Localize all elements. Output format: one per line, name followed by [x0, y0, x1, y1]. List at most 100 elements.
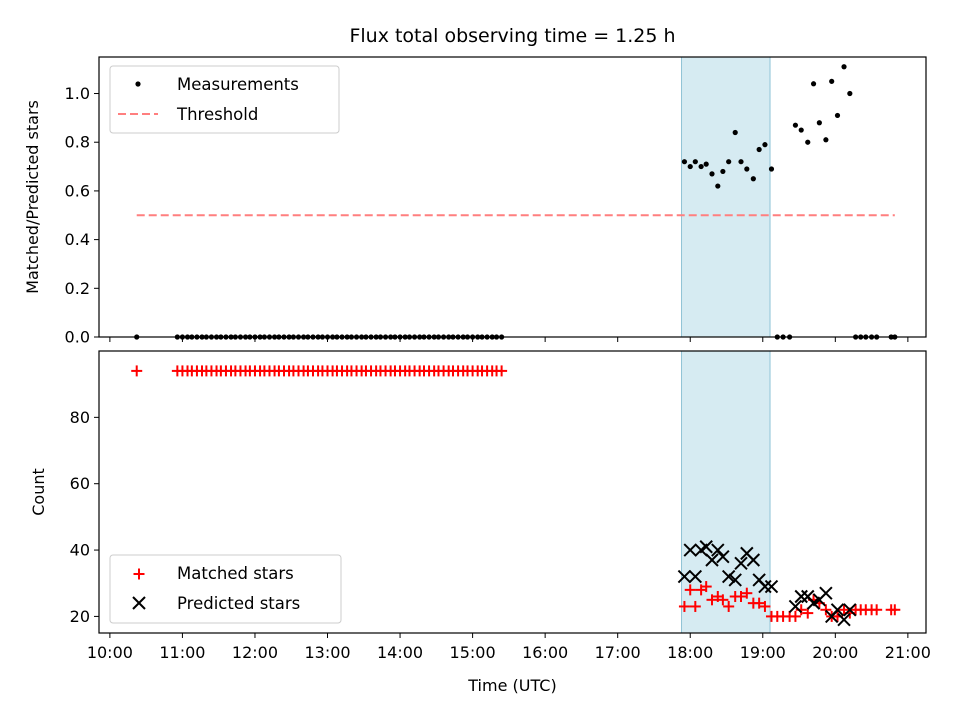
- matched-star-point: [689, 600, 701, 612]
- measurement-point: [816, 120, 822, 126]
- predicted-star-point: [837, 613, 851, 627]
- top-y-tick-label: 0.2: [65, 279, 90, 298]
- top-axes-frame: [98, 56, 927, 338]
- predicted-star-point: [764, 579, 779, 594]
- measurement-point: [834, 112, 841, 119]
- predicted-star-point: [683, 543, 697, 557]
- x-tick-label: 18:00: [667, 643, 713, 662]
- top-y-tick-label: 0.4: [65, 230, 90, 249]
- measurement-point: [750, 176, 756, 182]
- predicted-star-point: [843, 603, 857, 617]
- measurement-point: [823, 137, 829, 143]
- measurement-point: [792, 122, 799, 128]
- measurement-point: [726, 159, 732, 165]
- top-legend: Measurements Threshold: [109, 65, 340, 134]
- matched-star-point: [820, 604, 832, 616]
- bottom-ticks: 20 40 60 80 10:00 11:00 12:00 13:00 14:00 15:00 16…: [70, 408, 931, 662]
- matched-star-point: [723, 600, 735, 612]
- measurement-point: [698, 163, 704, 170]
- top-series: [134, 64, 898, 340]
- x-tick-label: 17:00: [595, 643, 641, 662]
- bottom-series: [131, 365, 901, 627]
- matched-star-point: [741, 587, 753, 599]
- bottom-y-tick-label: 20: [70, 607, 90, 626]
- measurement-point: [768, 166, 775, 172]
- measurement-point: [692, 159, 698, 165]
- legend-predicted-x: [132, 596, 146, 610]
- matched-star-point: [871, 604, 883, 616]
- predicted-star-point: [716, 549, 730, 564]
- measurement-point: [762, 142, 768, 148]
- legend-matched-label: Matched stars: [177, 564, 294, 583]
- matched-star-point: [789, 610, 801, 622]
- x-tick-label: 16:00: [522, 643, 568, 662]
- predicted-star-point: [711, 543, 725, 557]
- legend-measurements-marker: [135, 81, 141, 87]
- predicted-star-point: [688, 569, 703, 584]
- measurement-point: [732, 129, 738, 136]
- measurement-point: [847, 90, 853, 97]
- legend-threshold-label: Threshold: [176, 105, 258, 124]
- matched-star-point: [759, 600, 771, 612]
- predicted-star-point: [794, 589, 808, 604]
- matched-star-point: [678, 600, 690, 612]
- legend-predicted-label: Predicted stars: [177, 594, 300, 613]
- legend-measurements-label: Measurements: [177, 75, 299, 94]
- x-tick-label: 20:00: [812, 643, 858, 662]
- bottom-legend-box: [109, 554, 342, 624]
- matched-star-point: [717, 594, 729, 606]
- bottom-axes-frame: [98, 350, 927, 634]
- bottom-shaded-interval: [681, 350, 771, 634]
- predicted-star-point: [758, 579, 772, 594]
- top-y-tick-label: 0.6: [65, 181, 90, 200]
- matched-star-point: [889, 604, 901, 616]
- x-tick-label: 10:00: [87, 643, 133, 662]
- legend-matched-plus: [133, 568, 145, 580]
- top-y-tick-label: 0.0: [65, 328, 90, 347]
- measurement-point: [841, 64, 847, 70]
- measurement-point: [805, 139, 811, 145]
- measurement-point: [744, 166, 750, 172]
- predicted-star-point: [677, 569, 692, 584]
- predicted-star-point: [721, 569, 736, 584]
- measurement-point: [715, 183, 721, 189]
- bottom-legend: Matched stars Predicted stars: [109, 554, 342, 624]
- bottom-y-tick-label: 40: [70, 541, 90, 560]
- matched-star-point: [735, 591, 747, 603]
- bottom-y-axis-label: Count: [29, 468, 48, 516]
- x-tick-label: 14:00: [377, 643, 423, 662]
- bottom-y-tick-label: 80: [70, 408, 90, 427]
- x-tick-label: 12:00: [232, 643, 278, 662]
- top-ticks: 0.0 0.2 0.4 0.6 0.8 1.0: [65, 84, 909, 347]
- matched-star-point: [700, 581, 712, 593]
- predicted-star-point: [819, 586, 833, 600]
- matched-star-point: [838, 604, 850, 616]
- predicted-star-point: [728, 573, 742, 587]
- predicted-star-point: [830, 603, 845, 617]
- x-tick-label: 19:00: [740, 643, 786, 662]
- matched-star-point: [706, 594, 718, 606]
- matched-star-point: [684, 584, 696, 596]
- measurement-point: [703, 161, 709, 167]
- top-y-tick-label: 1.0: [65, 84, 90, 103]
- x-tick-label: 15:00: [450, 643, 496, 662]
- measurement-point: [810, 81, 817, 87]
- bottom-y-tick-label: 60: [70, 474, 90, 493]
- legend-predicted-marker: [132, 596, 146, 610]
- predicted-star-point: [734, 556, 748, 571]
- matched-star-point: [753, 597, 765, 609]
- x-axis-label: Time (UTC): [467, 676, 556, 695]
- x-tick-label: 21:00: [885, 643, 931, 662]
- measurement-point: [720, 168, 726, 175]
- predicted-star-point: [788, 599, 803, 614]
- bottom-panel: 20 40 60 80 10:00 11:00 12:00 13:00 14:00 15:00 16…: [29, 350, 931, 695]
- measurement-point: [738, 159, 744, 165]
- chart-title: Flux total observing time = 1.25 h: [349, 25, 675, 47]
- top-shaded-interval: [681, 56, 771, 338]
- predicted-star-point: [699, 540, 713, 554]
- predicted-star-point: [746, 553, 761, 567]
- matched-star-point: [496, 365, 508, 377]
- measurement-point: [829, 78, 835, 84]
- top-panel: 0.0 0.2 0.4 0.6 0.8 1.0 Flux total observing …: [23, 25, 927, 347]
